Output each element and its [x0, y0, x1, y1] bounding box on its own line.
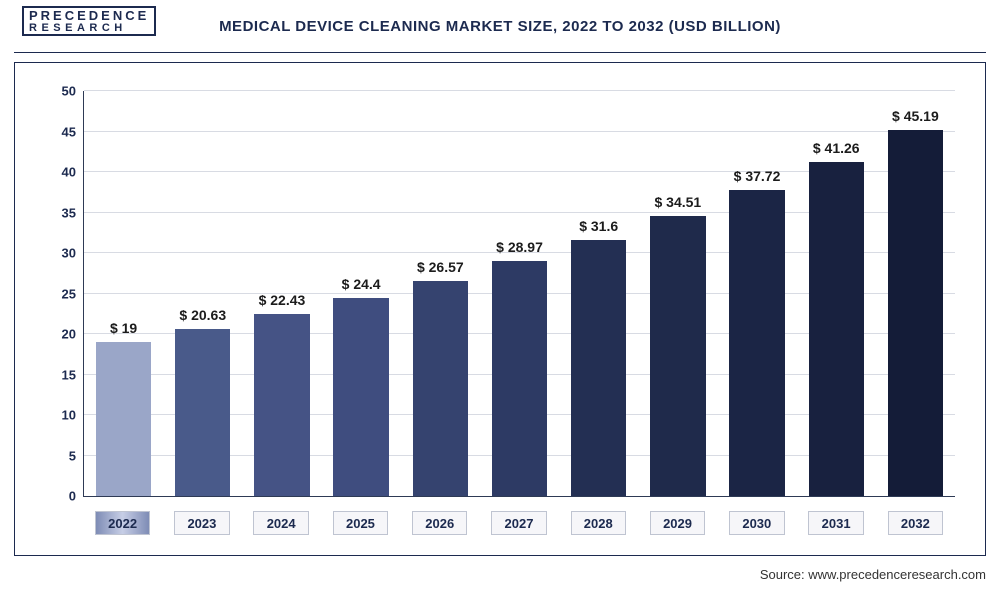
- y-tick-label: 45: [44, 124, 76, 139]
- bar: [96, 342, 151, 496]
- bar: [729, 190, 784, 496]
- x-label: 2029: [650, 511, 705, 535]
- x-label: 2030: [729, 511, 784, 535]
- value-label: $ 26.57: [380, 259, 500, 275]
- y-tick-label: 5: [44, 448, 76, 463]
- y-tick-label: 0: [44, 489, 76, 504]
- x-label: 2031: [808, 511, 863, 535]
- value-label: $ 20.63: [143, 307, 263, 323]
- y-tick-label: 20: [44, 327, 76, 342]
- x-label: 2023: [174, 511, 229, 535]
- bar: [175, 329, 230, 496]
- value-label: $ 34.51: [618, 194, 738, 210]
- value-label: $ 37.72: [697, 168, 817, 184]
- value-label: $ 31.6: [539, 218, 659, 234]
- y-tick-label: 40: [44, 165, 76, 180]
- source-text: Source: www.precedenceresearch.com: [760, 567, 986, 582]
- bar: [888, 130, 943, 496]
- plot-area: $ 19$ 20.63$ 22.43$ 24.4$ 26.57$ 28.97$ …: [83, 91, 955, 497]
- bar: [254, 314, 309, 496]
- bar: [333, 298, 388, 496]
- x-label: 2028: [571, 511, 626, 535]
- y-tick-label: 35: [44, 205, 76, 220]
- x-label: 2022: [95, 511, 150, 535]
- chart-title: MEDICAL DEVICE CLEANING MARKET SIZE, 202…: [0, 18, 1000, 35]
- chart-outer-box: $ 19$ 20.63$ 22.43$ 24.4$ 26.57$ 28.97$ …: [14, 62, 986, 556]
- value-label: $ 24.4: [301, 276, 421, 292]
- bars-layer: $ 19$ 20.63$ 22.43$ 24.4$ 26.57$ 28.97$ …: [84, 91, 955, 496]
- value-label: $ 41.26: [776, 140, 896, 156]
- value-label: $ 22.43: [222, 292, 342, 308]
- y-tick-label: 10: [44, 408, 76, 423]
- y-tick-label: 50: [44, 84, 76, 99]
- bar: [571, 240, 626, 496]
- bar: [809, 162, 864, 496]
- x-label: 2026: [412, 511, 467, 535]
- value-label: $ 45.19: [855, 108, 975, 124]
- value-label: $ 28.97: [460, 239, 580, 255]
- x-label: 2025: [333, 511, 388, 535]
- x-axis-labels: 2022 2023 2024 2025 2026 2027 2028 2029 2030 2031…: [83, 511, 955, 541]
- bar: [492, 261, 547, 496]
- page: PRECEDENCE RESEARCH MEDICAL DEVICE CLEAN…: [0, 0, 1000, 592]
- y-tick-label: 30: [44, 246, 76, 261]
- x-label: 2024: [253, 511, 308, 535]
- bar: [650, 216, 705, 496]
- bar: [413, 281, 468, 496]
- x-label: 2027: [491, 511, 546, 535]
- y-tick-label: 15: [44, 367, 76, 382]
- y-tick-label: 25: [44, 286, 76, 301]
- title-rule: [14, 52, 986, 53]
- x-label: 2032: [888, 511, 943, 535]
